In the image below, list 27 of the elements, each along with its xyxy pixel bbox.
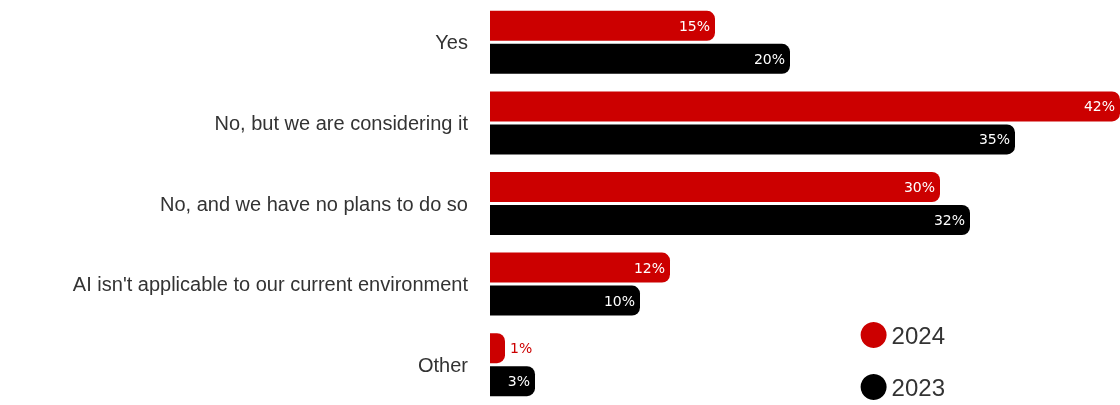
bar — [490, 124, 1015, 155]
data-label: 20% — [753, 50, 785, 67]
bar — [490, 10, 715, 41]
data-label: 15% — [678, 17, 710, 34]
data-label: 35% — [978, 131, 1010, 148]
data-label: 12% — [633, 259, 665, 276]
bar — [490, 285, 640, 316]
data-label: 10% — [603, 292, 635, 309]
y-tick-label: AI isn't applicable to our current environment — [72, 273, 469, 296]
bar — [490, 333, 505, 364]
legend-label: 2024 — [891, 321, 945, 349]
bar — [490, 172, 940, 202]
bar — [490, 366, 535, 397]
bar — [490, 252, 670, 283]
y-tick-label: Other — [417, 353, 469, 376]
y-tick-label: No, and we have no plans to do so — [160, 192, 468, 215]
legend-label: 2023 — [891, 373, 945, 401]
data-label: 3% — [507, 373, 530, 390]
data-label: 1% — [510, 340, 533, 357]
y-tick-label: No, but we are considering it — [214, 111, 469, 134]
bar — [490, 205, 970, 235]
data-label: 32% — [933, 212, 965, 228]
bar — [490, 43, 790, 74]
data-label: 42% — [1083, 98, 1115, 115]
bar — [490, 91, 1120, 122]
y-tick-label: Yes — [435, 31, 468, 54]
data-label: 30% — [903, 179, 935, 195]
